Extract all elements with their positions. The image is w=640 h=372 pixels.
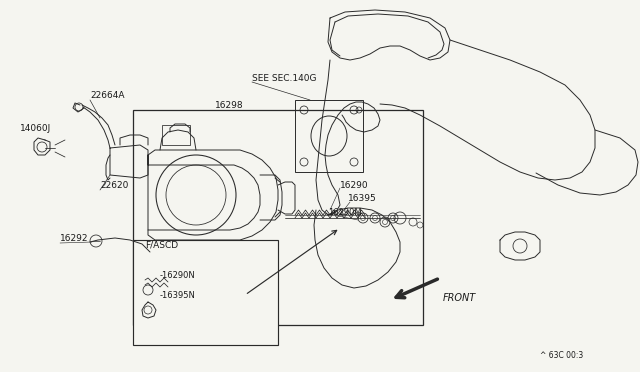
Text: 22620: 22620 bbox=[100, 180, 129, 189]
Bar bbox=[162, 125, 190, 145]
Text: -16395N: -16395N bbox=[160, 291, 196, 299]
Text: -16290N: -16290N bbox=[160, 270, 196, 279]
Text: 16292: 16292 bbox=[60, 234, 88, 243]
Text: 16290M: 16290M bbox=[328, 208, 362, 217]
Text: 16395: 16395 bbox=[348, 193, 377, 202]
Bar bbox=[295, 100, 363, 172]
Bar bbox=[133, 240, 278, 345]
Text: 14060J: 14060J bbox=[20, 124, 51, 132]
Text: 16298: 16298 bbox=[215, 100, 244, 109]
Text: FRONT: FRONT bbox=[443, 293, 476, 303]
Bar bbox=[133, 110, 423, 325]
Text: ^ 63C 00:3: ^ 63C 00:3 bbox=[540, 350, 583, 359]
Text: 22664A: 22664A bbox=[90, 90, 125, 99]
Text: F/ASCD: F/ASCD bbox=[145, 241, 178, 250]
Text: SEE SEC.140G: SEE SEC.140G bbox=[252, 74, 317, 83]
Text: 16290: 16290 bbox=[340, 180, 369, 189]
